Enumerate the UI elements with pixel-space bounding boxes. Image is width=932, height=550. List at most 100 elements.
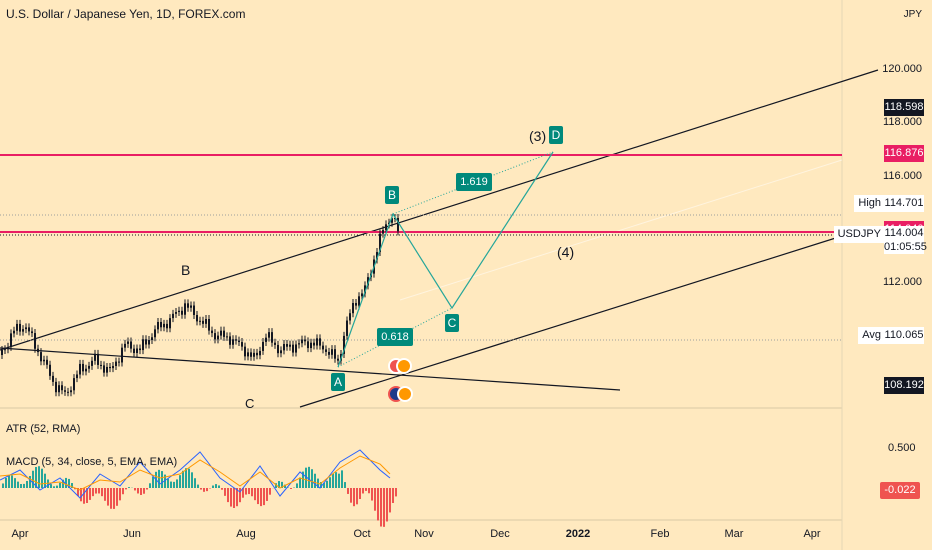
price-marker-value: 110.065 — [884, 327, 924, 345]
candle-body — [346, 320, 348, 336]
macd-bar — [143, 488, 145, 494]
time-tick-label: Apr — [11, 528, 29, 540]
macd-bar — [107, 488, 109, 506]
candle-body — [79, 363, 81, 375]
macd-bar — [365, 488, 367, 491]
candle-body — [220, 330, 222, 336]
candle-body — [349, 313, 351, 321]
candle-body — [106, 366, 108, 373]
candle-body — [238, 340, 240, 343]
atr-label[interactable]: ATR (52, RMA) — [6, 423, 81, 435]
descending-trend-line[interactable] — [0, 347, 621, 391]
macd-bar — [14, 478, 16, 488]
macd-bar — [185, 468, 187, 488]
candle-body — [139, 348, 141, 351]
candle-body — [142, 339, 144, 351]
upper-channel-line[interactable] — [0, 69, 879, 351]
candle-body — [175, 312, 177, 314]
abcd-pattern[interactable] — [337, 151, 554, 368]
macd-bar — [299, 477, 301, 488]
macd-bar — [170, 481, 172, 488]
candle-body — [319, 338, 321, 346]
candle-body — [289, 344, 291, 347]
ratio-label-0618[interactable]: 0.618 — [377, 328, 413, 346]
macd-bar — [95, 488, 97, 494]
candle-body — [277, 344, 279, 354]
macd-bar — [167, 478, 169, 488]
ratio-label-1619[interactable]: 1.619 — [456, 173, 492, 191]
macd-bar — [278, 481, 280, 488]
candle-body — [352, 303, 354, 314]
candle-body — [235, 339, 237, 341]
macd-bar — [251, 488, 253, 497]
candle-body — [298, 343, 300, 345]
event-icon-lower[interactable] — [388, 384, 416, 404]
candle-body — [121, 347, 123, 363]
macd-label[interactable]: MACD (5, 34, close, 5, EMA, EMA) — [6, 456, 178, 468]
candle-body — [112, 365, 114, 369]
macd-bar — [254, 488, 256, 501]
candle-body — [28, 327, 30, 332]
macd-bar — [266, 488, 268, 501]
macd-bar — [179, 475, 181, 488]
macd-bar — [200, 488, 202, 490]
macd-bar — [119, 488, 121, 501]
macd-bar — [230, 488, 232, 507]
pattern-point-d[interactable]: D — [549, 126, 563, 144]
macd-bar — [20, 484, 22, 488]
macd-bar — [314, 473, 316, 488]
candle-body — [394, 217, 396, 219]
macd-bar — [218, 485, 220, 488]
macd-bar — [281, 481, 283, 488]
candle-body — [196, 314, 198, 322]
pattern-point-c[interactable]: C — [445, 314, 459, 332]
wave-label-c: C — [245, 396, 255, 408]
candle-body — [187, 303, 189, 308]
atr-value: 0.500 — [888, 442, 916, 454]
macd-bar — [74, 488, 76, 490]
price-axis[interactable]: JPY 120.000118.000116.000114.000112.0001… — [833, 0, 932, 520]
candle-body — [46, 359, 48, 365]
price-tick-label: 120.000 — [882, 62, 922, 75]
candle-body — [166, 323, 168, 329]
macd-bar — [176, 479, 178, 488]
macd-bar — [335, 472, 337, 488]
pattern-point-a[interactable]: A — [331, 373, 345, 391]
macd-bar — [386, 488, 388, 522]
pattern-point-b[interactable]: B — [385, 186, 399, 204]
macd-bar — [71, 483, 73, 488]
candle-body — [103, 365, 105, 373]
macd-bar — [302, 471, 304, 488]
macd-bar — [65, 477, 67, 488]
candle-body — [73, 378, 75, 391]
candle-body — [271, 332, 273, 343]
candle-body — [292, 344, 294, 353]
candle-body — [367, 277, 369, 286]
countdown-label: 01:05:55 — [884, 239, 927, 254]
candle-body — [58, 385, 60, 393]
macd-bar — [236, 488, 238, 507]
wave-label-3: (3) — [529, 128, 547, 144]
candle-body — [322, 345, 324, 350]
event-icon-upper[interactable] — [388, 356, 416, 376]
macd-bar — [356, 488, 358, 505]
macd-bar — [182, 470, 184, 488]
macd-bar — [371, 488, 373, 501]
candle-body — [94, 353, 96, 361]
candle-body — [328, 351, 330, 355]
time-axis[interactable]: Apr Jun Aug Oct Nov Dec 2022 Feb Mar Apr — [0, 520, 842, 550]
candle-body — [376, 252, 378, 260]
macd-bar — [104, 488, 106, 501]
macd-bar — [80, 488, 82, 502]
candle-body — [229, 336, 231, 345]
pattern-legs[interactable] — [337, 151, 554, 368]
macd-bar — [158, 469, 160, 488]
macd-bar — [362, 488, 364, 494]
candle-body — [214, 333, 216, 340]
macd-bar — [191, 472, 193, 488]
wave-label-4: (4) — [557, 244, 575, 260]
event-circle-icon — [396, 358, 412, 374]
candle-body — [49, 364, 51, 376]
lower-channel-line[interactable] — [299, 235, 843, 408]
